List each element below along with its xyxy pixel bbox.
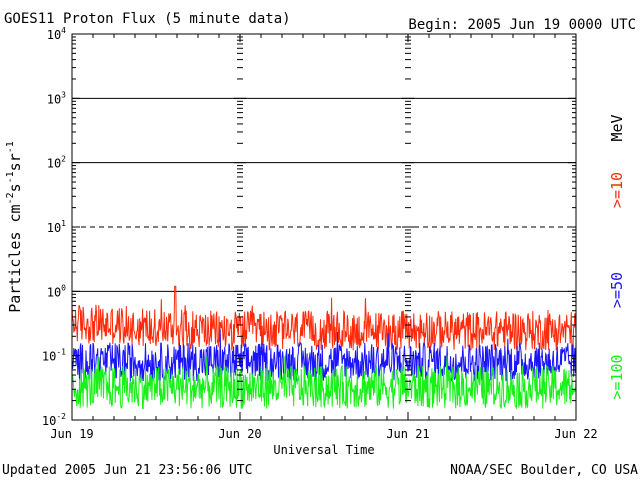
y-tick-label-4: 102 [47,155,66,171]
y-tick-label-0: 10-2 [42,412,66,428]
x-tick-label-0: Jun 19 [50,427,93,441]
plot-grid [72,97,576,292]
chart-title: GOES11 Proton Flux (5 minute data) [4,11,291,27]
series-line-2 [71,355,577,410]
legend-entry-2: >=100 [608,354,626,399]
legend: >=10 >=50 >=100 MeV [608,114,626,399]
y-tick-label-1: 10-1 [42,348,66,364]
begin-time: Begin: 2005 Jun 19 0000 UTC [408,17,636,33]
x-tick-label-2: Jun 21 [386,427,429,441]
updated-timestamp: Updated 2005 Jun 21 23:56:06 UTC [2,463,252,478]
credit-label: NOAA/SEC Boulder, CO USA [450,463,638,478]
legend-unit-label: MeV [608,114,626,141]
plot-axes: 10-2 10-1 100 101 102 103 104 Jun 19 Jun 20 Jun 2… [42,26,598,441]
y-axis-label: Particles cm-2s-1sr-1 [5,141,24,313]
x-axis-label: Universal Time [273,443,374,457]
y-tick-label-2: 100 [47,283,66,299]
data-series [71,285,577,410]
x-tick-label-1: Jun 20 [218,427,261,441]
y-tick-label-6: 104 [47,26,66,42]
legend-entry-1: >=50 [608,272,626,308]
legend-entry-0: >=10 [608,172,626,208]
y-tick-label-3: 101 [47,219,66,235]
series-line-1 [71,329,577,383]
y-tick-label-5: 103 [47,90,66,106]
x-tick-label-3: Jun 22 [554,427,597,441]
series-line-0 [71,285,577,351]
